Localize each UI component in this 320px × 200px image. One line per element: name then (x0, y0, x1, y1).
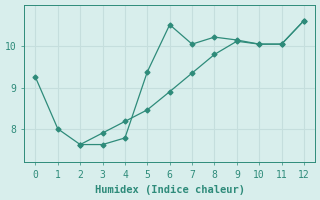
X-axis label: Humidex (Indice chaleur): Humidex (Indice chaleur) (95, 185, 245, 195)
